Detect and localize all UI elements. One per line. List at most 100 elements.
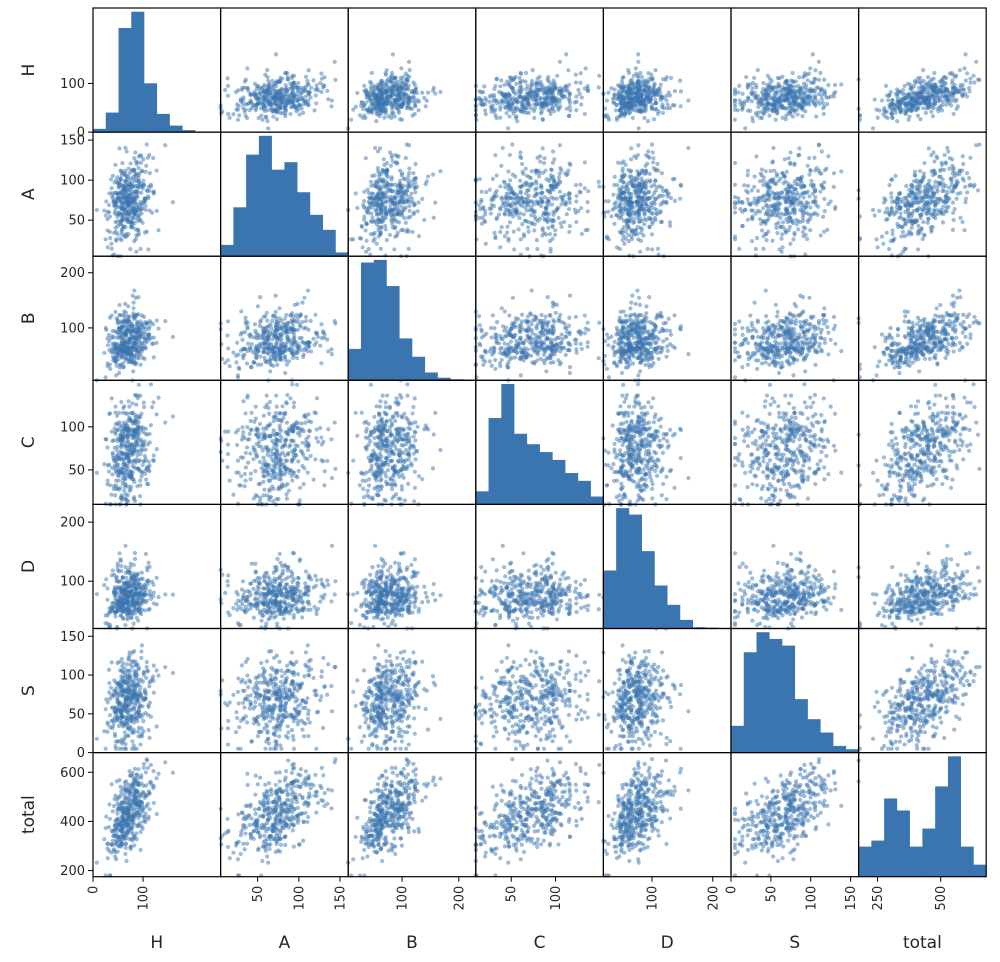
point [736, 196, 740, 200]
point [907, 230, 911, 234]
point [414, 176, 418, 180]
point [839, 169, 843, 173]
point [764, 102, 768, 106]
point [136, 160, 140, 164]
point [525, 247, 529, 251]
point [961, 162, 965, 166]
point [144, 170, 148, 174]
point [781, 212, 785, 216]
point [535, 238, 539, 242]
point [938, 104, 942, 108]
point [539, 111, 543, 115]
point [532, 228, 536, 232]
point [639, 231, 643, 235]
point [519, 71, 523, 75]
hist-bar-A-5 [284, 162, 297, 256]
point [915, 107, 919, 111]
point [764, 203, 768, 207]
point [949, 103, 953, 107]
point [271, 96, 275, 100]
point [613, 175, 617, 179]
point [474, 237, 478, 241]
point [548, 88, 552, 92]
hist-bar-A-7 [310, 215, 323, 256]
point [820, 149, 824, 153]
point [632, 86, 636, 90]
point [955, 179, 959, 183]
point [926, 221, 930, 225]
point [655, 162, 659, 166]
point [880, 235, 884, 239]
point [881, 112, 885, 116]
point [911, 105, 915, 109]
point [420, 197, 424, 201]
point [809, 94, 813, 98]
point [410, 179, 414, 183]
point [932, 77, 936, 81]
point [915, 97, 919, 101]
point [660, 171, 664, 175]
point [823, 209, 827, 213]
cell-A-A [221, 132, 349, 256]
point [778, 89, 782, 93]
point [884, 218, 888, 222]
point [952, 218, 956, 222]
point [635, 225, 639, 229]
point [515, 208, 519, 212]
point [135, 184, 139, 188]
point [641, 185, 645, 189]
point [416, 200, 420, 204]
point [968, 81, 972, 85]
point [513, 175, 517, 179]
point [314, 93, 318, 97]
point [360, 224, 364, 228]
point [493, 236, 497, 240]
point [646, 149, 650, 153]
point [586, 200, 590, 204]
point [235, 102, 239, 106]
point [765, 181, 769, 185]
point [788, 242, 792, 246]
cell-B-H [93, 256, 221, 382]
point [392, 111, 396, 115]
point [107, 210, 111, 214]
point [551, 79, 555, 83]
point [929, 92, 933, 96]
point [792, 186, 796, 190]
point [761, 97, 765, 101]
point [798, 178, 802, 182]
point [568, 93, 572, 97]
point [907, 118, 911, 122]
point [764, 238, 768, 242]
point [631, 116, 635, 120]
point [620, 105, 624, 109]
point [651, 160, 655, 164]
point [621, 76, 625, 80]
point [536, 219, 540, 223]
point [643, 85, 647, 89]
point [519, 191, 523, 195]
point [651, 156, 655, 160]
point [597, 74, 601, 78]
point [514, 82, 518, 86]
point [544, 205, 548, 209]
point [117, 146, 121, 150]
point [140, 169, 144, 173]
point [774, 92, 778, 96]
point [550, 202, 554, 206]
point [523, 205, 527, 209]
point [669, 196, 673, 200]
point [812, 156, 816, 160]
point [636, 212, 640, 216]
point [913, 170, 917, 174]
point [545, 92, 549, 96]
point [933, 200, 937, 204]
point [411, 171, 415, 175]
point [536, 87, 540, 91]
point [772, 109, 776, 113]
point [797, 146, 801, 150]
cell-A-B [346, 132, 476, 258]
point [742, 183, 746, 187]
point [404, 205, 408, 209]
